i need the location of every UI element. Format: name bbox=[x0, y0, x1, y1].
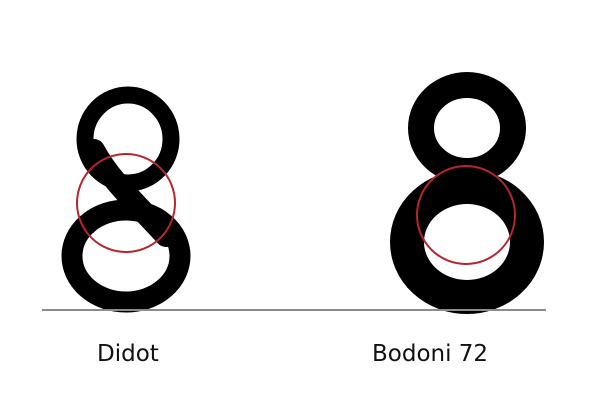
bodoni-72-label: Bodoni 72 bbox=[372, 341, 489, 367]
didot-eight-glyph bbox=[61, 86, 191, 313]
didot-lower-bowl bbox=[61, 199, 191, 313]
didot-highlight-circle bbox=[76, 153, 176, 253]
didot-crossing-spine bbox=[83, 139, 177, 247]
didot-label: Didot bbox=[97, 341, 159, 367]
bodoni-eight-glyph bbox=[390, 72, 544, 314]
bodoni-waist-join bbox=[444, 175, 490, 192]
bodoni-upper-bowl bbox=[408, 72, 526, 184]
bodoni-highlight-circle bbox=[416, 165, 516, 265]
